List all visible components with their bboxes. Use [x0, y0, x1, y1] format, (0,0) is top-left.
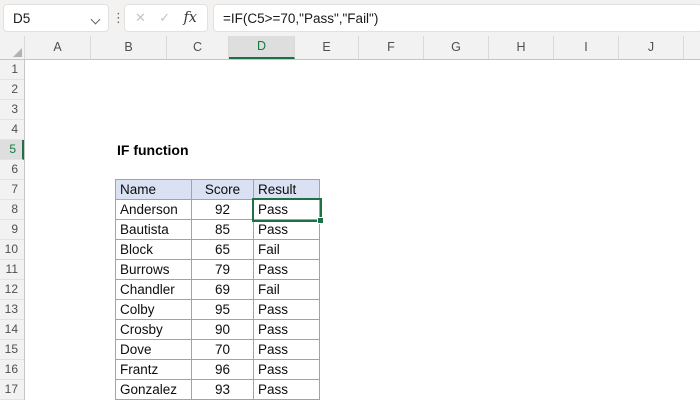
column-header-G[interactable]: G	[424, 36, 489, 59]
cell-result[interactable]: Fail	[253, 239, 320, 260]
row-header-11[interactable]: 11	[0, 260, 24, 280]
formula-input[interactable]: =IF(C5>=70,"Pass","Fail")	[213, 4, 700, 32]
cell-score[interactable]: 90	[191, 319, 254, 340]
row-header-1[interactable]: 1	[0, 60, 24, 80]
table-header-cell[interactable]: Result	[253, 179, 320, 200]
cell-score[interactable]: 65	[191, 239, 254, 260]
row-header-17[interactable]: 17	[0, 380, 24, 400]
formula-bar-chrome: D5 ⋮ ✕ ✓ fx =IF(C5>=70,"Pass","Fail")	[0, 0, 700, 36]
column-header-J[interactable]: J	[619, 36, 684, 59]
cell-name[interactable]: Gonzalez	[115, 379, 192, 400]
cell-score[interactable]: 95	[191, 299, 254, 320]
table-row: Chandler 69 Fail	[115, 279, 320, 300]
table-row: Dove 70 Pass	[115, 339, 320, 360]
formula-text: =IF(C5>=70,"Pass","Fail")	[223, 10, 379, 26]
row-header-5[interactable]: 5	[0, 140, 24, 160]
select-all-corner[interactable]	[0, 36, 25, 59]
cell-name[interactable]: Colby	[115, 299, 192, 320]
cell-name[interactable]: Dove	[115, 339, 192, 360]
row-header-8[interactable]: 8	[0, 200, 24, 220]
cell-name[interactable]: Block	[115, 239, 192, 260]
row-header-4[interactable]: 4	[0, 120, 24, 140]
column-header-F[interactable]: F	[359, 36, 424, 59]
cell-score[interactable]: 93	[191, 379, 254, 400]
cell-name[interactable]: Bautista	[115, 219, 192, 240]
table-row: Colby 95 Pass	[115, 299, 320, 320]
cell-name[interactable]: Anderson	[115, 199, 192, 220]
column-header-E[interactable]: E	[295, 36, 359, 59]
cell-score[interactable]: 70	[191, 339, 254, 360]
cell-name[interactable]: Burrows	[115, 259, 192, 280]
table-row: Frantz 96 Pass	[115, 359, 320, 380]
cell-result[interactable]: Pass	[253, 319, 320, 340]
row-header-12[interactable]: 12	[0, 280, 24, 300]
row-header-16[interactable]: 16	[0, 360, 24, 380]
cell-name[interactable]: Frantz	[115, 359, 192, 380]
cell-result[interactable]: Pass	[253, 359, 320, 380]
row-header-13[interactable]: 13	[0, 300, 24, 320]
select-all-triangle-icon	[13, 48, 22, 57]
row-headers: 1 2 3 4 5 6 7 8 9 10 11 12 13 14 15 16 17	[0, 60, 25, 400]
column-header-H[interactable]: H	[489, 36, 554, 59]
title-cell[interactable]: IF function	[117, 142, 189, 158]
table-header-cell[interactable]: Score	[191, 179, 254, 200]
row-header-2[interactable]: 2	[0, 80, 24, 100]
cell-score[interactable]: 85	[191, 219, 254, 240]
row-header-7[interactable]: 7	[0, 180, 24, 200]
row-header-3[interactable]: 3	[0, 100, 24, 120]
column-header-A[interactable]: A	[25, 36, 91, 59]
row-header-9[interactable]: 9	[0, 220, 24, 240]
cell-score[interactable]: 92	[191, 199, 254, 220]
cell-result[interactable]: Pass	[253, 219, 320, 240]
row-header-14[interactable]: 14	[0, 320, 24, 340]
cell-result[interactable]: Pass	[253, 339, 320, 360]
column-header-filler	[684, 36, 700, 59]
column-header-D[interactable]: D	[229, 36, 295, 59]
table-row: Block 65 Fail	[115, 239, 320, 260]
table-header-cell[interactable]: Name	[115, 179, 192, 200]
table-row: Bautista 85 Pass	[115, 219, 320, 240]
cell-result[interactable]: Pass	[253, 299, 320, 320]
data-table-body: Name Score Result Anderson 92 Pass Bautista 85 P…	[115, 179, 320, 400]
cell-result[interactable]: Pass	[253, 199, 320, 220]
column-header-C[interactable]: C	[167, 36, 229, 59]
column-header-B[interactable]: B	[91, 36, 167, 59]
name-box[interactable]: D5	[3, 4, 109, 32]
cell-score[interactable]: 96	[191, 359, 254, 380]
cell-name[interactable]: Crosby	[115, 319, 192, 340]
cell-name[interactable]: Chandler	[115, 279, 192, 300]
cell-result[interactable]: Fail	[253, 279, 320, 300]
cell-score[interactable]: 69	[191, 279, 254, 300]
data-table: Name Score Result Anderson 92 Pass Bautista 85 P…	[115, 179, 320, 400]
table-row: Crosby 90 Pass	[115, 319, 320, 340]
table-row: Burrows 79 Pass	[115, 259, 320, 280]
column-header-I[interactable]: I	[554, 36, 619, 59]
table-row: Gonzalez 93 Pass	[115, 379, 320, 400]
row-header-10[interactable]: 10	[0, 240, 24, 260]
cell-result[interactable]: Pass	[253, 259, 320, 280]
fill-handle[interactable]	[317, 217, 324, 224]
formula-buttons-group: ✕ ✓ fx	[124, 4, 208, 32]
insert-function-icon[interactable]: fx	[183, 10, 197, 26]
enter-icon[interactable]: ✓	[159, 10, 171, 25]
chevron-down-icon[interactable]	[90, 14, 101, 25]
row-header-6[interactable]: 6	[0, 160, 24, 180]
cancel-icon[interactable]: ✕	[135, 10, 146, 25]
table-row: Anderson 92 Pass	[115, 199, 320, 220]
name-box-value: D5	[13, 10, 31, 26]
row-header-15[interactable]: 15	[0, 340, 24, 360]
separator-dots-icon: ⋮	[112, 10, 125, 25]
cell-score[interactable]: 79	[191, 259, 254, 280]
spreadsheet-grid: IF function Name Score Result Anderson 92 Pas…	[25, 60, 700, 400]
table-header-row: Name Score Result	[115, 179, 320, 200]
cell-result[interactable]: Pass	[253, 379, 320, 400]
